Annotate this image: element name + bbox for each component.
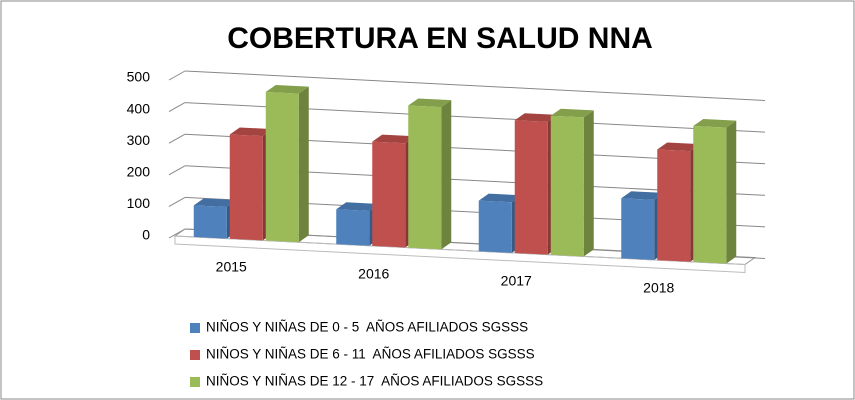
- x-tick-label: 2015: [216, 258, 247, 274]
- bar: [621, 198, 655, 260]
- bar: [514, 120, 548, 255]
- x-tick-label: 2018: [643, 280, 674, 296]
- legend-label: NIÑOS Y NIÑAS DE 12 - 17 AÑOS AFILIADOS …: [206, 374, 543, 389]
- y-tick-label: 100: [127, 195, 151, 211]
- tick-mark: [168, 70, 186, 81]
- y-tick-label: 500: [127, 69, 151, 85]
- x-tick-label: 2016: [358, 265, 389, 281]
- bar: [693, 126, 727, 264]
- bar-top: [408, 98, 452, 108]
- bar: [408, 105, 442, 250]
- bar-top: [229, 127, 273, 137]
- bar: [372, 141, 406, 248]
- tick-mark: [168, 102, 186, 113]
- bar-top: [693, 119, 737, 128]
- tick-mark: [168, 228, 186, 239]
- bar: [265, 92, 299, 243]
- bar: [193, 205, 227, 239]
- x-tick-label: 2017: [501, 273, 532, 289]
- bar-side: [726, 120, 737, 264]
- legend-swatch: [190, 377, 200, 387]
- tick-mark: [168, 196, 186, 207]
- bar-top: [193, 198, 237, 207]
- legend-label: NIÑOS Y NIÑAS DE 6 - 11 AÑOS AFILIADOS S…: [206, 347, 535, 362]
- chart-title: COBERTURA EN SALUD NNA: [227, 22, 653, 55]
- bar: [550, 115, 584, 257]
- tick-mark: [168, 165, 186, 176]
- bar: [478, 200, 512, 253]
- bar: [336, 209, 370, 246]
- bar: [229, 134, 263, 241]
- legend-swatch: [190, 323, 200, 333]
- bar-top: [657, 142, 701, 152]
- bar-top: [478, 193, 522, 203]
- legend-label: NIÑOS Y NIÑAS DE 0 - 5 AÑOS AFILIADOS SG…: [206, 320, 528, 335]
- bar-top: [514, 113, 558, 122]
- bar-top: [621, 191, 665, 200]
- y-tick-label: 300: [127, 132, 151, 148]
- y-tick-label: 400: [127, 100, 151, 116]
- bar-side: [583, 110, 594, 257]
- bar-top: [372, 134, 416, 144]
- bar: [657, 149, 691, 262]
- tick-mark: [168, 133, 186, 144]
- bar-top: [336, 202, 380, 211]
- legend-swatch: [190, 350, 200, 360]
- bar-side: [298, 86, 309, 243]
- grid-line: [184, 70, 766, 101]
- bar-top: [265, 85, 309, 94]
- y-tick-label: 0: [142, 227, 150, 243]
- bar-side: [441, 100, 452, 250]
- bar-top: [550, 108, 594, 118]
- y-tick-label: 200: [127, 164, 151, 180]
